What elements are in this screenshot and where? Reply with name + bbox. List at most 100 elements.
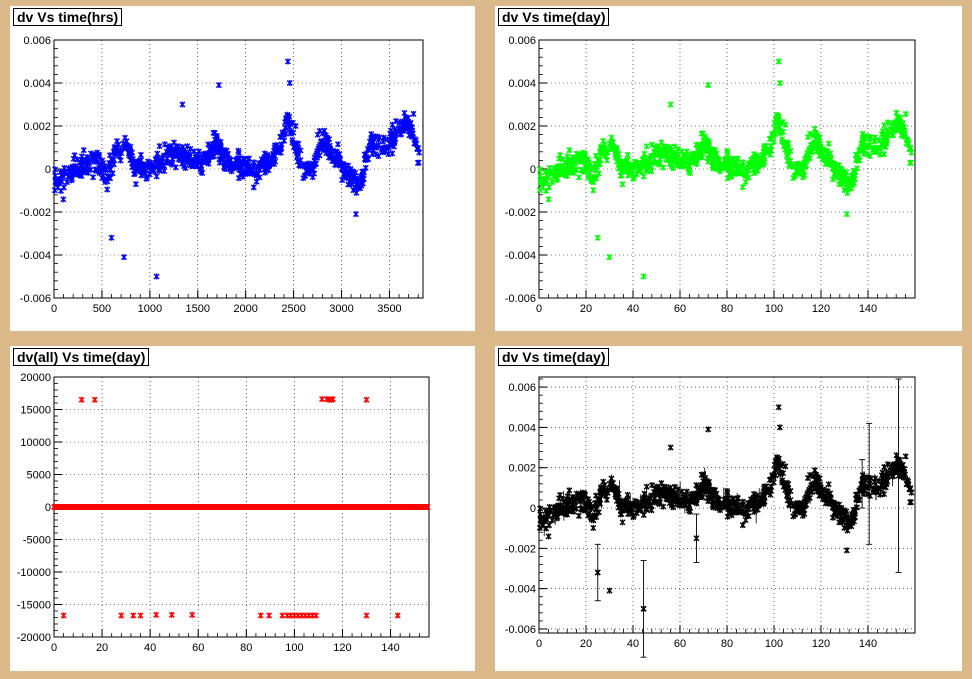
data-point bbox=[640, 173, 647, 180]
data-point bbox=[866, 480, 873, 487]
data-point bbox=[545, 509, 552, 516]
data-point bbox=[806, 155, 813, 162]
data-point bbox=[137, 612, 144, 619]
data-point bbox=[799, 512, 806, 519]
data-point bbox=[154, 150, 161, 157]
data-point bbox=[385, 150, 392, 157]
x-tick-label: 80 bbox=[721, 638, 733, 650]
data-point bbox=[316, 127, 323, 134]
data-point bbox=[693, 535, 700, 542]
x-tick-label: 0 bbox=[536, 638, 542, 650]
data-point bbox=[775, 113, 782, 120]
data-point bbox=[334, 152, 341, 159]
data-point bbox=[594, 234, 601, 241]
data-point bbox=[729, 169, 736, 176]
data-point bbox=[597, 149, 604, 156]
data-point bbox=[641, 150, 648, 157]
data-point bbox=[341, 172, 348, 179]
data-point bbox=[706, 148, 713, 155]
data-point bbox=[305, 167, 312, 174]
data-point bbox=[612, 153, 619, 160]
data-point bbox=[795, 506, 802, 513]
y-tick-label: 15000 bbox=[20, 405, 51, 417]
data-point bbox=[216, 156, 223, 163]
x-tick-label: 40 bbox=[144, 642, 156, 654]
x-tick-label: 140 bbox=[859, 638, 877, 650]
data-point bbox=[750, 491, 757, 498]
data-point bbox=[734, 155, 741, 162]
data-point bbox=[711, 147, 718, 154]
data-point bbox=[865, 474, 872, 481]
data-point bbox=[877, 151, 884, 158]
data-point bbox=[693, 156, 700, 163]
data-point bbox=[597, 156, 604, 163]
data-point bbox=[665, 151, 672, 158]
data-point bbox=[750, 151, 757, 158]
data-point bbox=[153, 273, 160, 280]
data-point bbox=[77, 172, 84, 179]
data-point bbox=[658, 480, 665, 487]
data-point bbox=[545, 533, 552, 540]
data-point bbox=[118, 612, 125, 619]
chart-title: dv Vs time(day) bbox=[498, 8, 610, 26]
y-tick-label: -0.002 bbox=[505, 543, 536, 555]
data-point bbox=[217, 149, 224, 156]
x-tick-label: 120 bbox=[812, 303, 830, 315]
data-point bbox=[710, 165, 717, 172]
data-point bbox=[686, 168, 693, 175]
y-tick-label: 0.002 bbox=[508, 463, 536, 475]
data-point bbox=[406, 132, 413, 139]
data-point bbox=[566, 487, 573, 494]
data-point bbox=[550, 173, 557, 180]
data-point bbox=[856, 146, 863, 153]
data-point bbox=[738, 508, 745, 515]
data-point bbox=[711, 487, 718, 494]
y-tick-label: 0 bbox=[530, 164, 536, 176]
data-point bbox=[52, 166, 59, 173]
data-point bbox=[123, 138, 130, 145]
data-point bbox=[113, 138, 120, 145]
data-point bbox=[205, 156, 212, 163]
data-point bbox=[619, 519, 626, 526]
data-point bbox=[817, 152, 824, 159]
data-point bbox=[730, 156, 737, 163]
data-point bbox=[120, 254, 127, 261]
data-point bbox=[608, 134, 615, 141]
data-point bbox=[575, 174, 582, 181]
data-point bbox=[139, 163, 146, 170]
data-point bbox=[93, 151, 100, 158]
x-tick-label: 60 bbox=[192, 642, 204, 654]
data-point bbox=[60, 612, 67, 619]
data-point bbox=[742, 178, 749, 185]
data-point bbox=[313, 612, 320, 619]
y-tick-label: 0 bbox=[530, 503, 536, 515]
data-point bbox=[789, 502, 796, 509]
x-tick-label: 20 bbox=[96, 642, 108, 654]
y-tick-label: -0.002 bbox=[20, 207, 51, 219]
data-point bbox=[706, 488, 713, 495]
data-point bbox=[590, 187, 597, 194]
data-point bbox=[786, 161, 793, 168]
data-point bbox=[351, 173, 358, 180]
data-point bbox=[319, 396, 326, 403]
data-point bbox=[319, 130, 326, 137]
y-tick-label: 5000 bbox=[27, 470, 51, 482]
data-point bbox=[587, 162, 594, 169]
data-point bbox=[671, 158, 678, 165]
data-point bbox=[424, 504, 431, 510]
x-tick-label: 3500 bbox=[377, 303, 401, 315]
data-point bbox=[157, 159, 164, 166]
data-point bbox=[106, 166, 113, 173]
data-point bbox=[808, 141, 815, 148]
data-point bbox=[606, 587, 613, 594]
data-point bbox=[772, 467, 779, 474]
data-point bbox=[245, 166, 252, 173]
data-point bbox=[716, 160, 723, 167]
y-tick-label: 0.004 bbox=[508, 78, 536, 90]
data-point bbox=[651, 155, 658, 162]
data-point bbox=[902, 453, 909, 460]
data-point bbox=[734, 166, 741, 173]
data-point bbox=[322, 142, 329, 149]
data-point bbox=[84, 154, 91, 161]
data-point bbox=[624, 151, 631, 158]
